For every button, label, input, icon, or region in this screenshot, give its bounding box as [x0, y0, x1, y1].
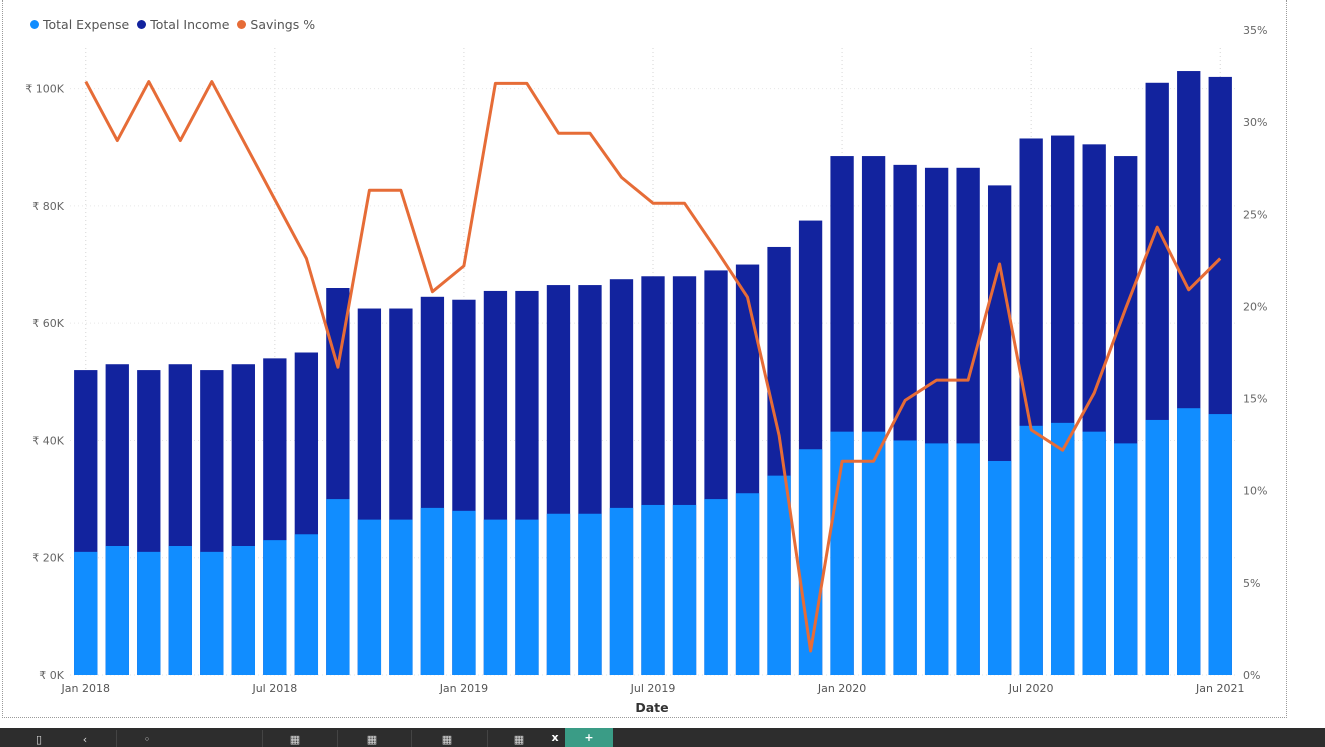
- expense-bar: [735, 493, 760, 675]
- expense-bar: [893, 440, 917, 675]
- expense-bar: [956, 443, 980, 675]
- expense-bar: [861, 431, 886, 675]
- expense-bar: [420, 507, 445, 675]
- phone-icon[interactable]: ▯: [35, 733, 43, 746]
- expense-bar: [578, 513, 602, 675]
- expense-bar: [1114, 443, 1138, 675]
- expense-bar: [231, 546, 255, 675]
- expense-bar: [74, 551, 98, 675]
- y-left-tick-label: ₹ 20K: [32, 552, 64, 565]
- y-left-tick-label: ₹ 80K: [32, 200, 64, 213]
- expense-bar: [1177, 408, 1201, 675]
- y-right-tick-label: 0%: [1243, 669, 1260, 682]
- expense-bar: [137, 551, 161, 675]
- expense-bar: [105, 546, 129, 675]
- savings-line: [84, 80, 1222, 653]
- expense-bar: [641, 504, 665, 675]
- grid-icon[interactable]: ▦: [289, 733, 301, 746]
- expense-bar: [294, 534, 319, 675]
- grid-icon[interactable]: ▦: [366, 733, 378, 746]
- grid-icon[interactable]: ▦: [513, 733, 525, 746]
- combo-chart: ₹ 0K ₹ 20K ₹ 40K ₹ 60K ₹ 80K ₹ 100K 0% 5% 10% 15%…: [25, 24, 1267, 715]
- x-tick-label: Jan 2021: [1195, 682, 1244, 695]
- y-right-tick-label: 35%: [1243, 24, 1267, 37]
- legend-label-total-expense: Total Expense: [43, 17, 130, 32]
- legend-item-total-income[interactable]: Total Income: [137, 17, 229, 32]
- grid-icon[interactable]: ▦: [441, 733, 453, 746]
- chart-visual: Total Expense Total Income Savings %: [2, 0, 1287, 718]
- expense-bar: [483, 519, 508, 675]
- taskbar-separator: [411, 730, 412, 747]
- chart-legend: Total Expense Total Income Savings %: [30, 17, 315, 32]
- legend-swatch-total-income: [137, 20, 147, 29]
- x-tick-label: Jul 2020: [1008, 682, 1054, 695]
- expense-bar: [767, 475, 791, 675]
- close-icon[interactable]: x: [551, 731, 559, 744]
- x-tick-label: Jan 2019: [439, 682, 488, 695]
- expense-bar: [546, 513, 571, 675]
- x-tick-label: Jan 2020: [817, 682, 866, 695]
- legend-swatch-savings-pct: [237, 20, 247, 29]
- x-tick-label: Jul 2019: [630, 682, 676, 695]
- y-left-tick-label: ₹ 60K: [32, 317, 64, 330]
- arrow-icon[interactable]: ‹: [82, 733, 88, 746]
- x-tick-label: Jul 2018: [251, 682, 297, 695]
- taskbar-separator: [262, 730, 263, 747]
- add-page-button[interactable]: +: [565, 728, 613, 747]
- expense-bar: [515, 519, 539, 675]
- legend-item-total-expense[interactable]: Total Expense: [30, 17, 129, 32]
- expense-bar: [987, 460, 1012, 675]
- expense-bar: [263, 540, 287, 675]
- legend-swatch-total-expense: [30, 20, 39, 29]
- legend-label-total-income: Total Income: [150, 17, 230, 32]
- y-right-tick-label: 5%: [1243, 577, 1260, 590]
- expense-bar: [357, 519, 382, 675]
- x-tick-label: Jan 2018: [61, 682, 110, 695]
- expense-bar: [168, 546, 192, 675]
- expense-bar: [200, 551, 224, 675]
- taskbar-separator: [116, 730, 117, 747]
- y-left-tick-label: ₹ 0K: [39, 669, 64, 682]
- expense-bar: [1051, 422, 1075, 675]
- taskbar-separator: [487, 730, 488, 747]
- plus-icon: +: [584, 731, 594, 744]
- y-right-tick-label: 20%: [1243, 300, 1267, 313]
- y-left-tick-label: ₹ 40K: [32, 434, 64, 447]
- y-right-tick-label: 30%: [1243, 116, 1267, 129]
- y-right-tick-label: 15%: [1243, 393, 1267, 406]
- expense-bar: [326, 499, 350, 675]
- expense-bar: [1019, 425, 1043, 675]
- legend-label-savings-pct: Savings %: [250, 17, 316, 32]
- expense-bar: [389, 519, 413, 675]
- x-axis-title: Date: [635, 700, 668, 715]
- expense-bar: [672, 504, 697, 675]
- expense-bar: [704, 499, 728, 675]
- taskbar: ▯ ‹ ◦ ▦ ▦ ▦ ▦ x +: [0, 728, 1325, 747]
- expense-bar: [452, 510, 476, 675]
- expense-bar: [1145, 419, 1169, 675]
- app-icon[interactable]: ◦: [143, 733, 151, 746]
- taskbar-separator: [337, 730, 338, 747]
- expense-bar: [1208, 414, 1232, 675]
- expense-bar: [924, 443, 949, 675]
- y-left-tick-label: ₹ 100K: [25, 83, 64, 96]
- expense-bar: [1082, 431, 1106, 675]
- expense-bar: [609, 507, 634, 675]
- legend-item-savings-pct[interactable]: Savings %: [237, 17, 315, 32]
- y-right-tick-label: 25%: [1243, 208, 1267, 221]
- y-right-tick-label: 10%: [1243, 485, 1267, 498]
